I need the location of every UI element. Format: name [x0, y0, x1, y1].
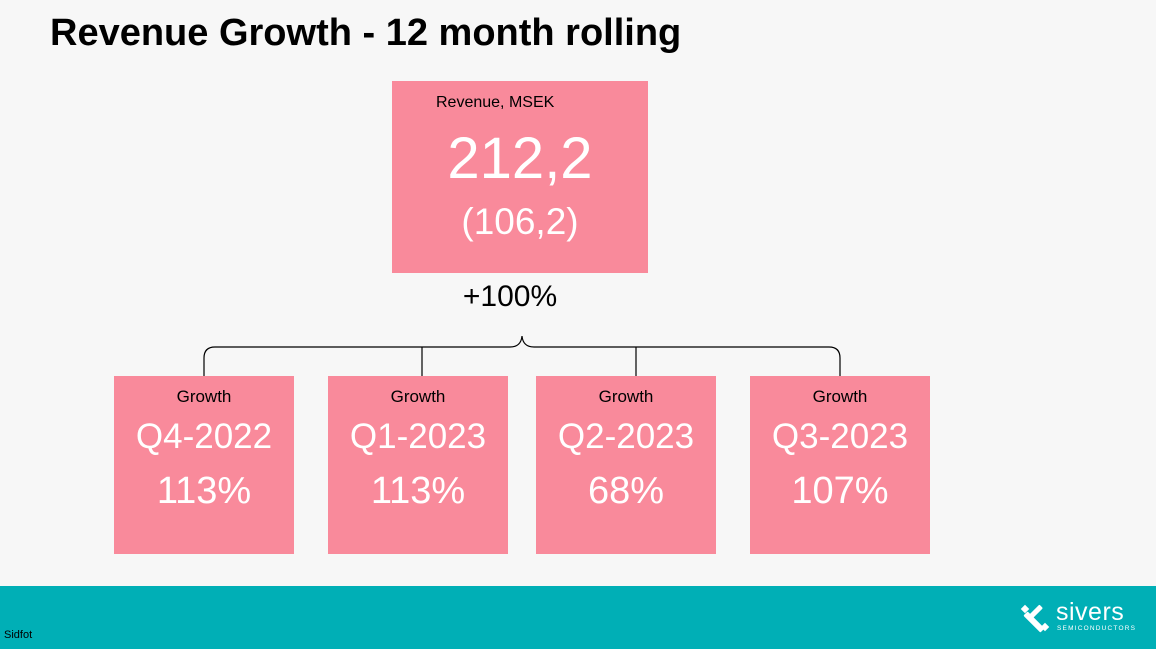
sivers-logo: sivers SEMICONDUCTORS	[1020, 598, 1140, 640]
footer-bar: Sidfot sivers SEMICONDUCTORS	[0, 586, 1156, 649]
quarter-period: Q2-2023	[557, 417, 695, 456]
revenue-change: +100%	[462, 280, 558, 313]
logo-subtitle: SEMICONDUCTORS	[1057, 625, 1137, 632]
revenue-label: Revenue, MSEK	[436, 94, 555, 111]
footer-text: Sidfot	[4, 629, 33, 641]
slide-title: Revenue Growth - 12 month rolling	[50, 12, 682, 54]
quarter-box-q3-2023: Growth Q3-2023 107%	[750, 376, 930, 554]
revenue-value: 212,2	[447, 126, 593, 191]
quarter-period: Q1-2023	[349, 417, 487, 456]
quarter-period: Q4-2022	[135, 417, 273, 456]
logo-name: sivers	[1056, 598, 1125, 626]
quarter-box-q1-2023: Growth Q1-2023 113%	[328, 376, 508, 554]
quarter-growth-value: 113%	[156, 470, 252, 512]
sivers-x-logo-icon	[1020, 604, 1050, 633]
quarter-growth-value: 113%	[370, 470, 466, 512]
quarter-growth-label: Growth	[390, 387, 446, 406]
quarter-box-q2-2023: Growth Q2-2023 68%	[536, 376, 716, 554]
quarter-box-q4-2022: Growth Q4-2022 113%	[114, 376, 294, 554]
quarter-growth-value: 107%	[791, 470, 889, 512]
quarter-growth-label: Growth	[176, 387, 232, 406]
quarter-growth-label: Growth	[598, 387, 654, 406]
quarter-period: Q3-2023	[771, 417, 909, 456]
quarter-growth-label: Growth	[812, 387, 868, 406]
quarter-growth-value: 68%	[587, 470, 665, 512]
revenue-previous-value: (106,2)	[461, 201, 579, 242]
revenue-box: Revenue, MSEK 212,2 (106,2)	[392, 81, 648, 273]
